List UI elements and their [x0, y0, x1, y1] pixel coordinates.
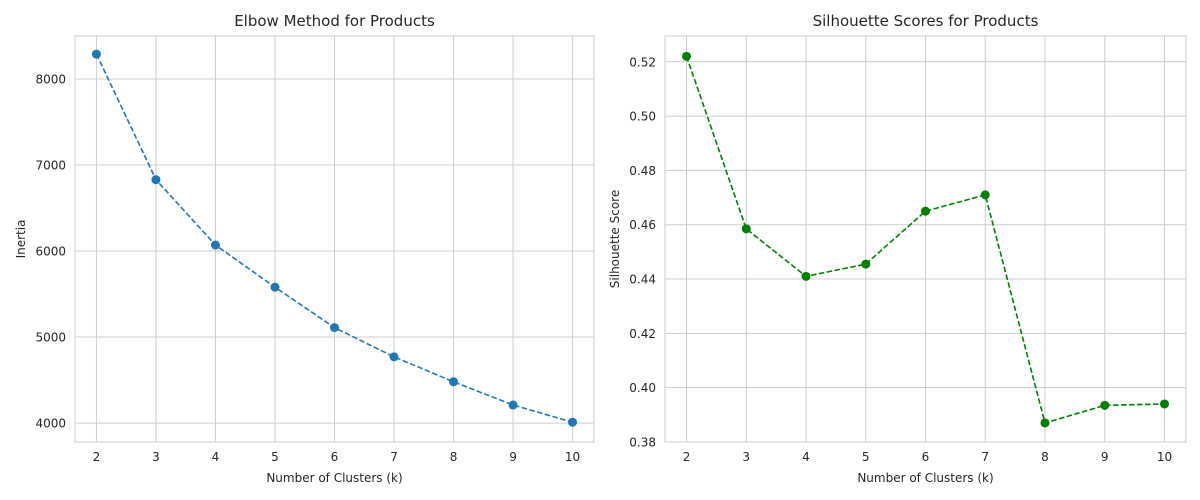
silhouette-data-point	[1159, 399, 1169, 409]
elbow-y-tick-label: 6000	[35, 245, 66, 259]
elbow-data-point	[449, 377, 459, 387]
elbow-x-tick-label: 7	[390, 450, 398, 464]
silhouette-grid	[665, 36, 1186, 443]
elbow-data-point	[568, 417, 578, 427]
elbow-y-axis-label: Inertia	[14, 220, 28, 259]
elbow-chart: 2 3 4 5 6 7 8 9 10 4000 5000 6000 7000 8000 Elbow Met…	[14, 12, 595, 485]
silhouette-y-tick-label: 0.52	[629, 55, 656, 69]
silhouette-y-tick-label: 0.46	[629, 218, 656, 232]
silhouette-y-tick-label: 0.38	[629, 436, 656, 450]
elbow-chart-title: Elbow Method for Products	[234, 12, 435, 30]
elbow-data-point	[330, 323, 339, 333]
elbow-x-tick-label: 10	[565, 450, 580, 464]
silhouette-data-point	[1100, 400, 1110, 410]
elbow-data-point	[389, 352, 399, 362]
elbow-x-tick-label: 3	[152, 450, 160, 464]
silhouette-x-tick-label: 9	[1101, 450, 1109, 464]
silhouette-data-point	[741, 224, 751, 234]
elbow-y-tick-label: 8000	[35, 73, 66, 87]
silhouette-data-point	[980, 190, 990, 200]
silhouette-data-point	[682, 51, 692, 61]
elbow-x-tick-label: 6	[331, 450, 339, 464]
elbow-ticks: 2 3 4 5 6 7 8 9 10 4000 5000 6000 7000 8000	[35, 73, 580, 464]
silhouette-x-tick-label: 6	[922, 450, 930, 464]
silhouette-x-tick-label: 2	[683, 450, 691, 464]
silhouette-y-tick-label: 0.50	[629, 110, 656, 124]
silhouette-data-point	[921, 206, 930, 216]
silhouette-ticks: 2 3 4 5 6 7 8 9 10 0.38 0.40 0.42 0.44 0.46 0.48 0.50 0.…	[629, 55, 1172, 464]
elbow-data-point	[210, 240, 220, 250]
elbow-y-tick-label: 7000	[35, 159, 66, 173]
elbow-x-axis-label: Number of Clusters (k)	[266, 471, 402, 485]
silhouette-y-tick-label: 0.44	[629, 273, 656, 287]
elbow-x-tick-label: 9	[509, 450, 517, 464]
silhouette-x-tick-label: 7	[981, 450, 989, 464]
elbow-series	[91, 49, 578, 427]
silhouette-x-tick-label: 8	[1041, 450, 1049, 464]
silhouette-x-tick-label: 4	[802, 450, 810, 464]
elbow-data-point	[91, 49, 101, 59]
silhouette-y-tick-label: 0.42	[629, 327, 656, 341]
silhouette-y-tick-label: 0.48	[629, 164, 656, 178]
elbow-y-tick-label: 5000	[35, 331, 66, 345]
silhouette-series	[682, 51, 1169, 428]
elbow-data-point	[270, 282, 280, 292]
silhouette-data-point	[861, 259, 871, 269]
silhouette-series-line	[685, 56, 1165, 424]
silhouette-data-point	[1040, 418, 1050, 428]
elbow-data-point	[508, 400, 518, 410]
silhouette-y-axis-label: Silhouette Score	[608, 190, 622, 288]
silhouette-chart: 2 3 4 5 6 7 8 9 10 0.38 0.40 0.42 0.44 0.46 0.48 0.50 0.…	[608, 12, 1187, 485]
silhouette-x-axis-label: Number of Clusters (k)	[857, 471, 993, 485]
elbow-data-point	[151, 175, 161, 185]
elbow-grid	[75, 36, 594, 442]
silhouette-y-tick-label: 0.40	[629, 381, 656, 395]
silhouette-data-point	[801, 271, 811, 281]
elbow-x-tick-label: 2	[93, 450, 101, 464]
elbow-y-tick-label: 4000	[35, 417, 66, 431]
silhouette-x-tick-label: 3	[742, 450, 750, 464]
elbow-x-tick-label: 5	[271, 450, 279, 464]
elbow-x-tick-label: 4	[212, 450, 220, 464]
elbow-x-tick-label: 8	[450, 450, 458, 464]
silhouette-chart-title: Silhouette Scores for Products	[813, 12, 1039, 30]
silhouette-x-tick-label: 5	[862, 450, 870, 464]
silhouette-x-tick-label: 10	[1157, 450, 1172, 464]
